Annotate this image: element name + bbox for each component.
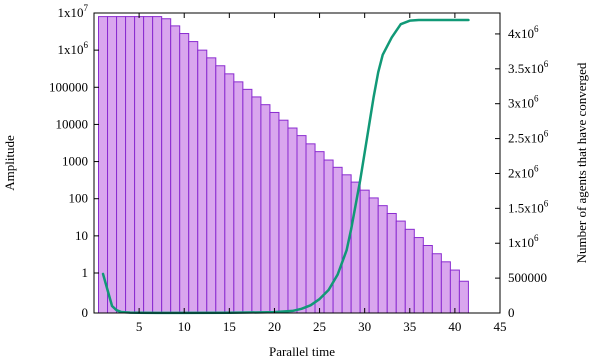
bar bbox=[341, 174, 352, 314]
bar bbox=[161, 18, 172, 314]
bar bbox=[440, 261, 451, 314]
right-tick-label: 0 bbox=[508, 305, 515, 320]
bar bbox=[296, 135, 307, 314]
bar bbox=[269, 111, 280, 314]
left-tick-label: 0 bbox=[82, 305, 89, 320]
axes-layer bbox=[93, 12, 501, 314]
bar bbox=[116, 16, 127, 314]
bar bbox=[332, 166, 343, 314]
bar bbox=[197, 49, 208, 314]
x-tick-label: 45 bbox=[494, 319, 507, 334]
bar bbox=[278, 119, 289, 314]
right-tick-label: 2x106 bbox=[508, 163, 539, 180]
right-tick-label: 2.5x106 bbox=[508, 129, 549, 146]
bar bbox=[287, 127, 298, 314]
bar bbox=[386, 212, 397, 314]
x-axis-title: Parallel time bbox=[269, 344, 335, 359]
bar bbox=[233, 81, 244, 314]
bar bbox=[314, 151, 325, 314]
x-tick-label: 10 bbox=[178, 319, 191, 334]
bar bbox=[188, 41, 199, 314]
bar bbox=[107, 16, 118, 314]
bar bbox=[143, 16, 154, 314]
bar bbox=[458, 280, 469, 314]
left-tick-label: 1 bbox=[82, 265, 89, 280]
ticks-layer: 5 10 15 20 25 30 35 40 4501101001000100001000001… bbox=[49, 3, 549, 334]
bar bbox=[152, 16, 163, 314]
bar bbox=[449, 269, 460, 314]
bar bbox=[368, 197, 379, 314]
x-tick-label: 20 bbox=[268, 319, 281, 334]
left-tick-label: 1x107 bbox=[58, 3, 89, 20]
left-tick-label: 100000 bbox=[49, 79, 88, 94]
bar bbox=[242, 88, 253, 314]
right-axis-title: Number of agents that have converged bbox=[574, 62, 589, 263]
x-tick-label: 15 bbox=[223, 319, 236, 334]
plot-frame bbox=[93, 12, 501, 314]
left-tick-label: 10000 bbox=[56, 116, 89, 131]
right-tick-label: 3.5x106 bbox=[508, 59, 549, 76]
bar bbox=[170, 25, 181, 314]
bar bbox=[404, 228, 415, 314]
bar bbox=[377, 205, 388, 314]
bar bbox=[413, 237, 424, 314]
bar bbox=[251, 96, 262, 314]
bar bbox=[422, 245, 433, 314]
x-tick-label: 30 bbox=[358, 319, 371, 334]
left-axis-title: Amplitude bbox=[2, 135, 17, 191]
right-tick-label: 1.5x106 bbox=[508, 198, 549, 215]
left-tick-label: 1x106 bbox=[58, 40, 89, 57]
right-tick-label: 4x106 bbox=[508, 24, 539, 41]
left-tick-label: 100 bbox=[69, 191, 89, 206]
x-tick-label: 40 bbox=[448, 319, 461, 334]
right-tick-label: 3x106 bbox=[508, 94, 539, 111]
bar bbox=[179, 33, 190, 314]
bar bbox=[98, 16, 109, 314]
bar bbox=[260, 104, 271, 314]
bar bbox=[206, 57, 217, 314]
bar bbox=[215, 65, 226, 314]
bars-layer bbox=[98, 16, 469, 314]
x-tick-label: 35 bbox=[403, 319, 416, 334]
x-tick-label: 5 bbox=[136, 319, 143, 334]
bar bbox=[125, 16, 136, 314]
left-tick-label: 10 bbox=[75, 228, 88, 243]
bar bbox=[224, 73, 235, 314]
left-tick-label: 1000 bbox=[62, 154, 88, 169]
bar bbox=[134, 16, 145, 314]
right-tick-label: 1x106 bbox=[508, 233, 539, 250]
right-tick-label: 500000 bbox=[508, 270, 547, 285]
bar bbox=[305, 143, 316, 314]
bar bbox=[359, 189, 370, 314]
bar bbox=[431, 253, 442, 314]
x-tick-label: 25 bbox=[313, 319, 326, 334]
bar bbox=[395, 220, 406, 314]
